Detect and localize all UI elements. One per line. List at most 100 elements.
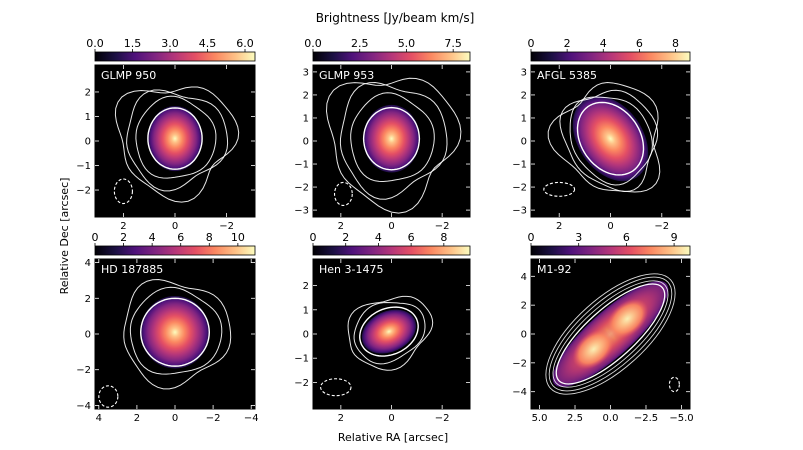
contour-line: [362, 106, 421, 171]
contour-line: [559, 89, 659, 193]
colorbar-tick-label: 8: [440, 231, 447, 244]
panel-title: Hen 3-1475: [319, 263, 383, 276]
y-tick-label: 2: [303, 90, 309, 101]
y-tick-label: −1: [512, 160, 527, 171]
contour-line: [135, 95, 217, 179]
y-tick-label: −3: [512, 206, 527, 217]
y-tick-label: −2: [76, 186, 91, 197]
source-emission: [140, 295, 210, 369]
colorbar-tick-label: 7.5: [444, 37, 462, 50]
colorbar: [530, 51, 691, 62]
colorbar-tick-label: 0.0: [304, 37, 322, 50]
x-tick-label: −5.0: [669, 413, 693, 424]
y-tick-label: 4: [521, 272, 527, 283]
panel-4: HD 187885 0 2 4 6 8 10 4 2 0 −2 −4 −4 −2 0 2 4: [76, 231, 258, 424]
colorbar-tick-label: 2: [342, 231, 349, 244]
x-tick-label: 0: [388, 221, 394, 232]
y-tick-label: 3: [521, 67, 527, 78]
colorbar-tick-label: 4.5: [199, 37, 217, 50]
panel-2: GLMP 953 0.0 2.5 5.0 7.5 2 0 −2 −3 −2 −1 0 1 2 3: [294, 37, 471, 232]
colorbar-tick-label: 8: [206, 231, 213, 244]
contour-line: [555, 283, 666, 385]
panel-title: GLMP 950: [101, 69, 156, 82]
x-tick-label: −2: [435, 413, 450, 424]
panel-5: Hen 3-1475 0 2 4 6 8 2 0 −2 −2 −1 0 1 2: [294, 231, 471, 424]
contour-line: [347, 295, 434, 371]
y-tick-label: 0: [521, 137, 527, 148]
source-body: [347, 295, 434, 371]
beam-ellipse: [333, 181, 353, 207]
colorbar-tick-label: 3: [575, 231, 582, 244]
x-tick-label: 0: [172, 413, 178, 424]
y-tick-label: 0: [85, 330, 91, 341]
source-emission: [361, 309, 417, 354]
y-tick-label: 3: [303, 67, 309, 78]
colorbar-tick-label: 1.5: [124, 37, 142, 50]
contour-line: [548, 276, 673, 392]
y-tick-label: 1: [303, 305, 309, 316]
panel-title: HD 187885: [101, 263, 163, 276]
y-tick-label: 0: [521, 330, 527, 341]
panel-title: AFGL 5385: [537, 69, 597, 82]
x-tick-label: 2: [338, 413, 344, 424]
contour-line: [545, 273, 676, 395]
nebula-lobe: [572, 329, 615, 370]
y-tick-label: 0: [303, 330, 309, 341]
colorbar-tick-label: 2: [120, 231, 127, 244]
colorbar-tick-label: 6: [636, 37, 643, 50]
colorbar-tick-label: 6.0: [236, 37, 254, 50]
beam-ellipse: [113, 178, 133, 205]
colorbar-tick-label: 0: [528, 231, 535, 244]
colorbar: [312, 51, 471, 62]
panel-title: M1-92: [537, 263, 571, 276]
colorbar-tick-label: 9: [671, 231, 678, 244]
panel-1: GLMP 950 0.0 1.5 3.0 4.5 6.0 2 0 −2 −2 −1 0 1 2: [76, 37, 256, 232]
colorbar-tick-label: 3.0: [161, 37, 179, 50]
colorbar-tick-label: 0.0: [86, 37, 104, 50]
x-tick-label: −4: [244, 413, 259, 424]
contour-line: [114, 86, 240, 203]
x-tick-label: 2.5: [567, 413, 583, 424]
y-tick-label: −1: [294, 354, 309, 365]
colorbar: [312, 245, 471, 256]
contour-line: [359, 306, 419, 357]
y-tick-label: −4: [512, 387, 527, 398]
colorbar-tick-label: 4: [149, 231, 156, 244]
y-tick-label: 2: [521, 90, 527, 101]
colorbar-tick-label: 2.5: [351, 37, 369, 50]
y-tick-label: 0: [85, 137, 91, 148]
beam-ellipse: [668, 376, 680, 393]
colorbar: [94, 245, 256, 256]
x-tick-label: 0: [607, 221, 613, 232]
beam-ellipse: [98, 385, 119, 408]
x-tick-label: 0: [172, 221, 178, 232]
emission-map: [545, 273, 680, 395]
colorbar-tick-label: 4: [600, 37, 607, 50]
contour-line: [129, 286, 223, 375]
y-tick-label: −2: [512, 358, 527, 369]
y-axis-label: Relative Dec [arcsec]: [58, 178, 71, 295]
y-tick-label: 2: [85, 87, 91, 98]
colorbar-tick-label: 6: [177, 231, 184, 244]
x-tick-label: 2: [134, 413, 140, 424]
contour-line: [552, 280, 669, 388]
contour-line: [325, 77, 462, 214]
contour-line: [350, 92, 435, 182]
y-tick-label: −2: [294, 183, 309, 194]
colorbar-tick-label: 8: [672, 37, 679, 50]
y-tick-label: 1: [521, 113, 527, 124]
source-emission: [147, 105, 203, 172]
x-tick-label: −2: [219, 221, 234, 232]
source-emission: [572, 96, 649, 182]
colorbar-tick-label: 10: [231, 231, 245, 244]
colorbar-tick-label: 0: [310, 231, 317, 244]
colorbar-tick-label: 0: [92, 231, 99, 244]
y-tick-label: 0: [303, 137, 309, 148]
colorbar-tick-label: 6: [623, 231, 630, 244]
y-tick-label: 2: [521, 301, 527, 312]
colorbar-tick-label: 0: [528, 37, 535, 50]
y-tick-label: −1: [294, 160, 309, 171]
x-tick-label: −2: [206, 413, 221, 424]
source-body: [547, 82, 661, 193]
